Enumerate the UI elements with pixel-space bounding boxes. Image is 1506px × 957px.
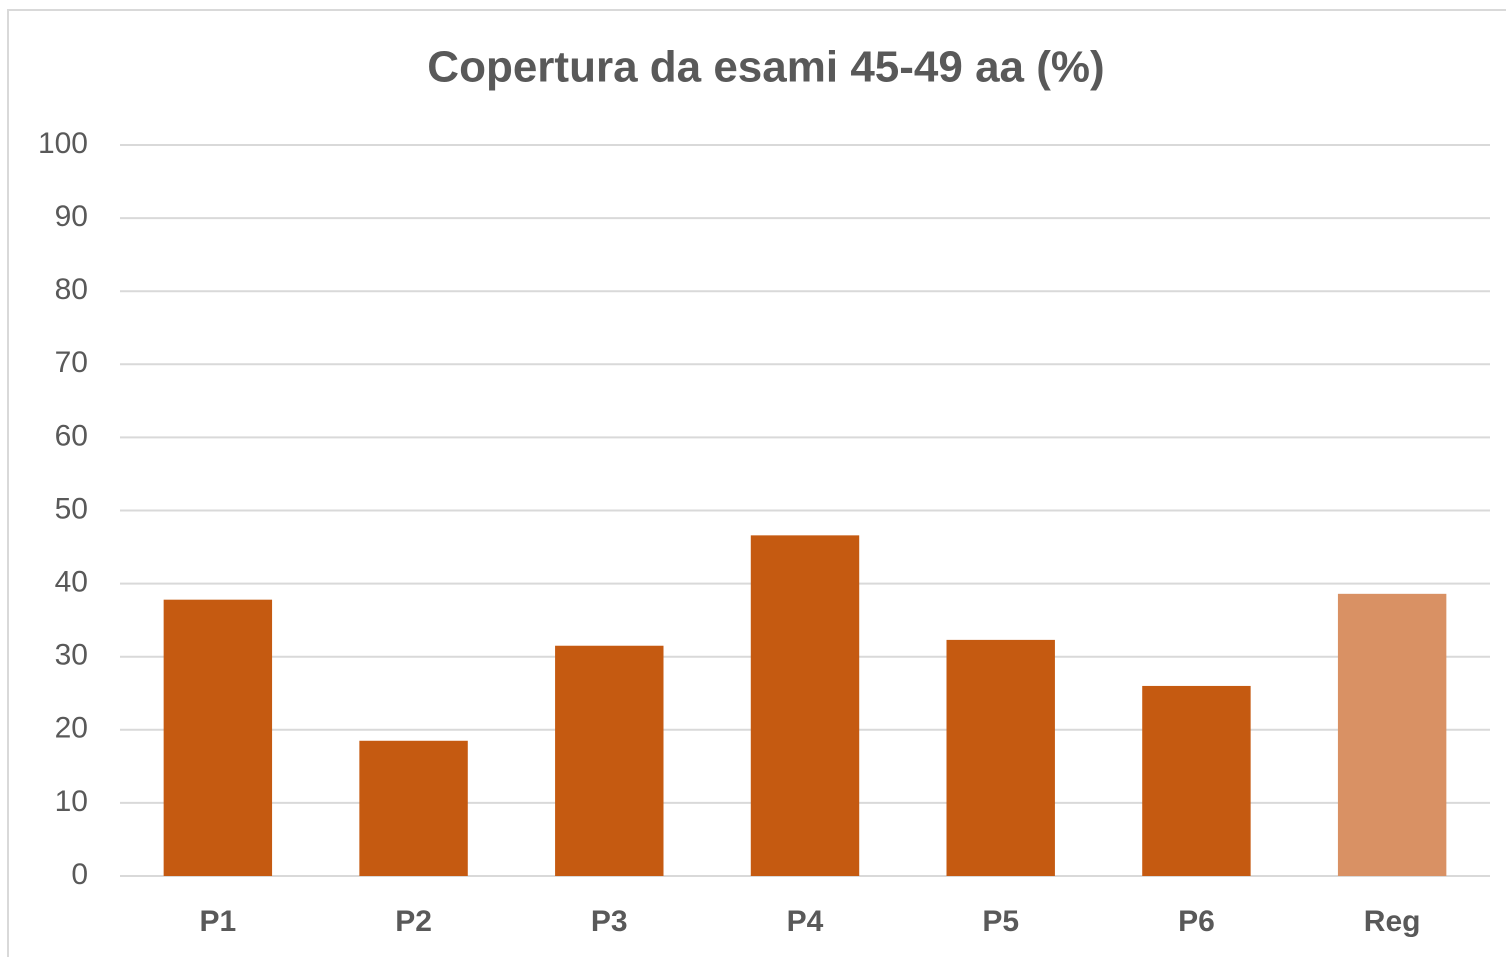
x-tick-label: P3 — [591, 905, 628, 938]
x-tick-label: P5 — [982, 905, 1019, 938]
x-tick-label: P2 — [395, 905, 432, 938]
y-tick-label: 10 — [55, 785, 88, 818]
x-tick-label: P4 — [787, 905, 824, 938]
bar — [555, 645, 664, 876]
y-tick-label: 0 — [71, 858, 88, 891]
y-tick-label: 20 — [55, 712, 88, 745]
x-tick-label: P6 — [1178, 905, 1215, 938]
bar — [163, 599, 273, 876]
y-tick-label: 80 — [55, 273, 88, 306]
bar — [359, 740, 468, 876]
y-tick-label: 70 — [55, 346, 88, 379]
y-tick-label: 30 — [55, 639, 88, 672]
x-tick-label: Reg — [1364, 905, 1421, 938]
y-tick-label: 90 — [55, 200, 88, 233]
y-tick-label: 50 — [55, 492, 88, 525]
bar — [750, 535, 860, 876]
x-tick-label: P1 — [200, 905, 237, 938]
bar — [946, 639, 1055, 876]
chart-frame — [7, 9, 1506, 957]
y-tick-label: 40 — [55, 566, 88, 599]
y-tick-label: 100 — [38, 127, 88, 160]
bar — [1142, 685, 1251, 876]
y-tick-label: 60 — [55, 419, 88, 452]
chart-title: Copertura da esami 45-49 aa (%) — [427, 43, 1104, 92]
bar — [1337, 593, 1447, 876]
